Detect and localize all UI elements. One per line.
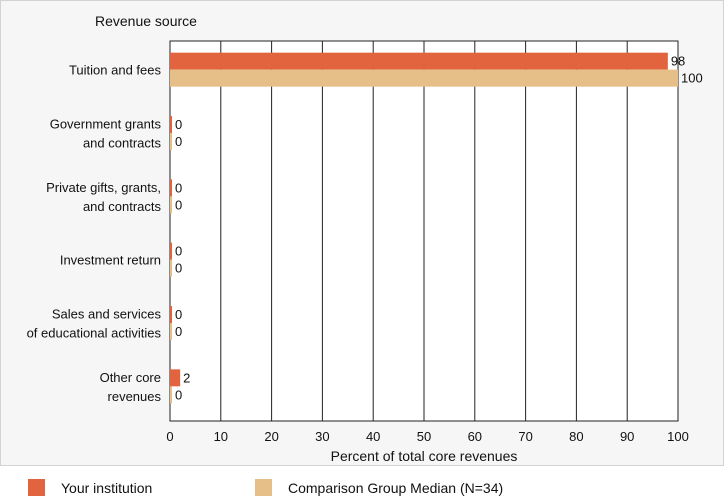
data-label: 0 xyxy=(175,197,182,212)
bar-comparison-group xyxy=(170,386,172,404)
bar-comparison-group xyxy=(170,323,172,340)
data-label: 0 xyxy=(175,261,182,276)
data-label: 100 xyxy=(681,71,703,86)
bar-your-institution xyxy=(170,306,172,323)
legend-swatch-your-institution xyxy=(28,479,45,496)
bar-your-institution xyxy=(170,242,172,260)
category-label: revenues xyxy=(108,389,162,404)
x-tick-label: 80 xyxy=(569,429,583,444)
x-tick-label: 100 xyxy=(667,429,689,444)
bar-comparison-group xyxy=(170,196,172,214)
legend: Your institution Comparison Group Median… xyxy=(0,465,724,503)
data-label: 0 xyxy=(175,117,182,132)
x-tick-label: 70 xyxy=(518,429,532,444)
x-tick-label: 10 xyxy=(214,429,228,444)
bar-your-institution xyxy=(170,116,172,133)
plot-border xyxy=(169,40,679,422)
data-label: 0 xyxy=(175,307,182,322)
x-tick-label: 0 xyxy=(166,429,173,444)
bar-your-institution xyxy=(170,369,181,387)
x-tick-label: 90 xyxy=(620,429,634,444)
bar-comparison-group xyxy=(170,259,172,277)
x-tick-label: 50 xyxy=(417,429,431,444)
category-label: Other core xyxy=(100,370,161,385)
category-label: and contracts xyxy=(83,199,162,214)
legend-label-comparison-group: Comparison Group Median (N=34) xyxy=(288,479,504,496)
category-label: Sales and services xyxy=(52,307,162,322)
category-label: Private gifts, grants, xyxy=(46,180,161,195)
category-label: and contracts xyxy=(83,136,162,151)
data-label: 98 xyxy=(671,54,685,69)
bar-your-institution xyxy=(170,179,172,197)
legend-label-your-institution: Your institution xyxy=(61,479,153,496)
data-label: 0 xyxy=(175,387,182,402)
x-tick-label: 30 xyxy=(315,429,329,444)
data-label: 0 xyxy=(175,324,182,339)
bar-comparison-group xyxy=(170,69,678,87)
x-tick-label: 60 xyxy=(468,429,482,444)
legend-item-your-institution: Your institution xyxy=(28,479,152,496)
x-tick-label: 40 xyxy=(366,429,380,444)
category-label: Government grants xyxy=(50,117,162,132)
bar-your-institution xyxy=(170,52,668,70)
data-label: 0 xyxy=(175,180,182,195)
category-label: of educational activities xyxy=(27,326,162,341)
data-label: 2 xyxy=(183,370,190,385)
legend-swatch-comparison-group xyxy=(255,479,272,496)
data-label: 0 xyxy=(175,244,182,259)
category-label: Tuition and fees xyxy=(69,63,162,78)
x-tick-label: 20 xyxy=(264,429,278,444)
y-axis-title: Revenue source xyxy=(95,13,197,29)
data-label: 0 xyxy=(175,134,182,149)
bar-comparison-group xyxy=(170,133,172,150)
x-axis-title: Percent of total core revenues xyxy=(331,448,518,464)
category-label: Investment return xyxy=(60,253,161,268)
legend-item-comparison-group: Comparison Group Median (N=34) xyxy=(255,479,503,496)
